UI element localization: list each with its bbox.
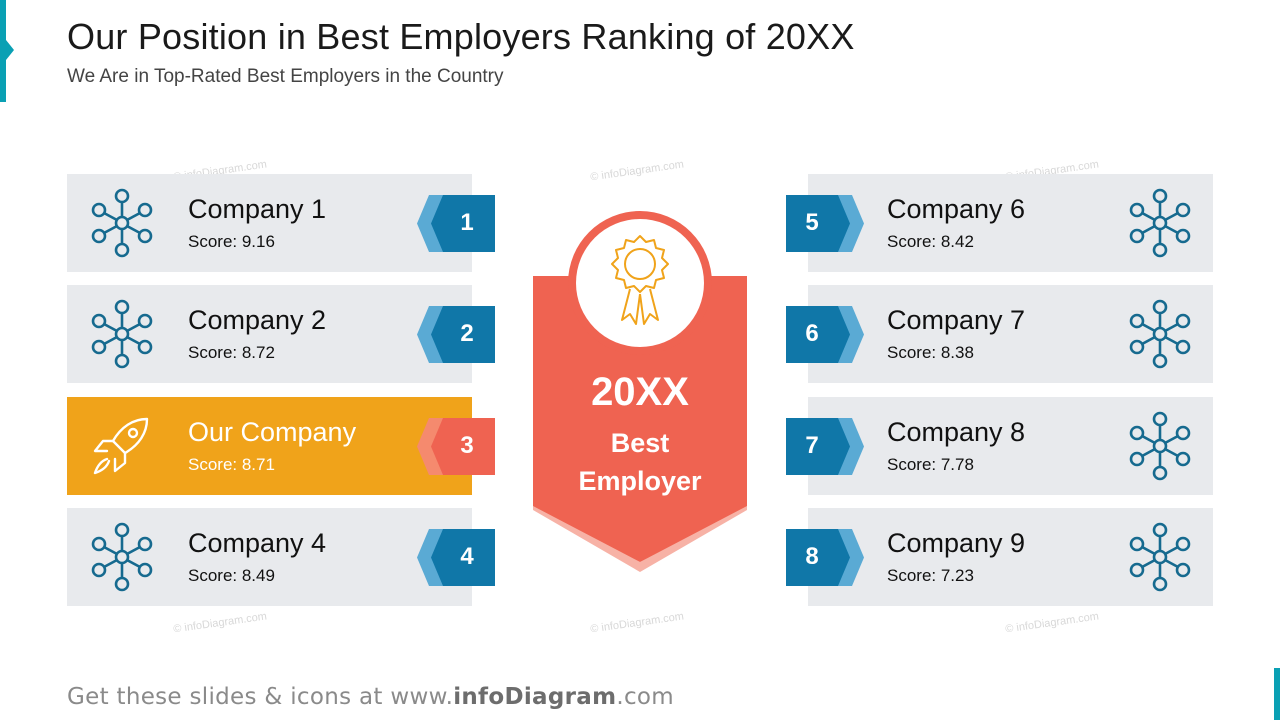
company-score: Score: 8.38 <box>887 343 974 362</box>
company-name: Company 1 <box>188 194 327 224</box>
page-title: Our Position in Best Employers Ranking o… <box>67 16 855 57</box>
rank-tag-6: 6 <box>786 306 864 363</box>
ranking-card-company-7: Company 7 Score: 8.38 <box>808 285 1213 383</box>
rank-number: 4 <box>460 543 474 570</box>
ranking-card-our-company: Our Company Score: 8.71 <box>67 397 472 495</box>
rank-tag-1: 1 <box>417 195 495 252</box>
footer-credit: Get these slides & icons at www.infoDiag… <box>67 684 674 710</box>
company-name: Company 2 <box>188 305 327 335</box>
footer-suffix: .com <box>616 684 674 710</box>
ranking-card-company-2: Company 2 Score: 8.72 <box>67 285 472 383</box>
company-name: Company 8 <box>887 417 1026 447</box>
left-accent-bar <box>0 0 14 102</box>
network-hub-icon <box>91 299 153 369</box>
rank-number: 7 <box>805 432 819 459</box>
ranking-card-company-4: Company 4 Score: 8.49 <box>67 508 472 606</box>
company-score: Score: 7.23 <box>887 566 974 585</box>
network-hub-icon <box>91 522 153 592</box>
ranking-card-company-6: Company 6 Score: 8.42 <box>808 174 1213 272</box>
rocket-icon <box>93 417 149 475</box>
ranking-card-company-8: Company 8 Score: 7.78 <box>808 397 1213 495</box>
badge-year: 20XX <box>591 370 689 414</box>
network-hub-icon <box>1129 188 1191 258</box>
footer-prefix: Get these slides & icons at www. <box>67 684 454 710</box>
company-score: Score: 9.16 <box>188 232 275 251</box>
badge-line-2: Employer <box>578 466 702 496</box>
company-name: Company 6 <box>887 194 1026 224</box>
company-score: Score: 7.78 <box>887 455 974 474</box>
watermark: © infoDiagram.com <box>172 610 268 636</box>
company-name: Company 4 <box>188 528 327 558</box>
watermark: © infoDiagram.com <box>1004 610 1100 636</box>
company-score: Score: 8.71 <box>188 455 275 474</box>
page-subtitle: We Are in Top-Rated Best Employers in th… <box>67 66 504 87</box>
rank-tag-4: 4 <box>417 529 495 586</box>
watermark: © infoDiagram.com <box>589 610 685 636</box>
company-score: Score: 8.42 <box>887 232 974 251</box>
company-name: Our Company <box>188 417 357 447</box>
network-hub-icon <box>91 188 153 258</box>
footer-brand: infoDiagram <box>453 684 617 710</box>
watermark: © infoDiagram.com <box>589 158 685 184</box>
badge-line-1: Best <box>610 428 670 458</box>
network-hub-icon <box>1129 411 1191 481</box>
network-hub-icon <box>1129 522 1191 592</box>
right-accent-bar <box>1274 668 1280 720</box>
rank-tag-8: 8 <box>786 529 864 586</box>
company-score: Score: 8.72 <box>188 343 275 362</box>
rank-number: 5 <box>805 209 819 236</box>
rank-number: 1 <box>460 209 474 236</box>
rank-number: 2 <box>460 320 474 347</box>
ranking-card-company-9: Company 9 Score: 7.23 <box>808 508 1213 606</box>
rank-number: 6 <box>805 320 819 347</box>
best-employer-badge: 20XX Best Employer <box>533 210 747 576</box>
rank-tag-7: 7 <box>786 418 864 475</box>
company-name: Company 7 <box>887 305 1026 335</box>
rank-tag-2: 2 <box>417 306 495 363</box>
rank-number: 3 <box>460 432 474 459</box>
company-name: Company 9 <box>887 528 1026 558</box>
rank-number: 8 <box>805 543 819 570</box>
rank-tag-5: 5 <box>786 195 864 252</box>
rank-tag-3: 3 <box>417 418 495 475</box>
network-hub-icon <box>1129 299 1191 369</box>
ranking-card-company-1: Company 1 Score: 9.16 <box>67 174 472 272</box>
award-rosette-icon <box>611 235 669 325</box>
company-score: Score: 8.49 <box>188 566 275 585</box>
